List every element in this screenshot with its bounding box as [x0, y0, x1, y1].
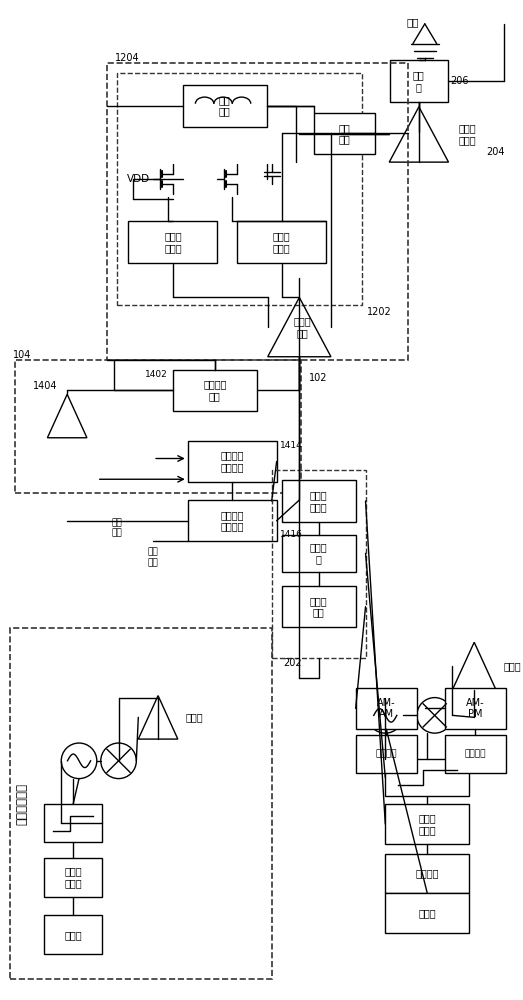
Text: 查找表
电路: 查找表 电路 [310, 596, 327, 617]
Text: 功率
电感: 功率 电感 [219, 95, 231, 117]
FancyBboxPatch shape [281, 535, 356, 572]
Text: 1416: 1416 [280, 530, 302, 539]
Text: 1414: 1414 [280, 441, 302, 450]
Text: 驱动控
制电路: 驱动控 制电路 [164, 231, 181, 253]
Text: 线性放
大器: 线性放 大器 [293, 316, 311, 338]
Text: 射频收发信机: 射频收发信机 [15, 783, 28, 825]
Text: 202: 202 [283, 658, 302, 668]
FancyBboxPatch shape [44, 804, 102, 842]
FancyBboxPatch shape [281, 586, 356, 627]
FancyBboxPatch shape [281, 480, 356, 522]
Text: 模数转
换电路: 模数转 换电路 [64, 867, 82, 888]
FancyBboxPatch shape [445, 735, 506, 773]
Text: 延迟电路: 延迟电路 [416, 868, 439, 878]
FancyBboxPatch shape [314, 113, 376, 154]
Text: 206: 206 [450, 76, 469, 86]
Text: 数模转
换电路: 数模转 换电路 [418, 813, 436, 835]
FancyBboxPatch shape [385, 759, 469, 796]
Text: 102: 102 [309, 373, 328, 383]
Text: VDD: VDD [127, 174, 150, 184]
Text: AM-
PM: AM- PM [466, 698, 484, 719]
Text: 输出
信号: 输出 信号 [111, 518, 122, 537]
Text: AM-
AM: AM- AM [377, 698, 395, 719]
Text: 104: 104 [13, 350, 31, 360]
Text: 参考
信号: 参考 信号 [148, 548, 158, 567]
Text: 第二数字
控制电路: 第二数字 控制电路 [220, 451, 244, 472]
FancyBboxPatch shape [445, 688, 506, 729]
Text: 调制器: 调制器 [64, 930, 82, 940]
FancyBboxPatch shape [356, 688, 417, 729]
FancyBboxPatch shape [188, 500, 277, 541]
FancyBboxPatch shape [237, 221, 326, 263]
Text: 1404: 1404 [32, 381, 57, 391]
FancyBboxPatch shape [44, 858, 102, 897]
Text: 增益控制
电路: 增益控制 电路 [203, 380, 226, 401]
FancyBboxPatch shape [390, 60, 448, 102]
FancyBboxPatch shape [129, 221, 218, 263]
FancyBboxPatch shape [385, 893, 469, 933]
Text: 天线: 天线 [407, 17, 419, 27]
FancyBboxPatch shape [173, 370, 257, 411]
FancyBboxPatch shape [183, 85, 267, 127]
Text: 1402: 1402 [145, 370, 168, 379]
Text: 参数调整: 参数调整 [376, 749, 397, 758]
Text: 数模转
换电路: 数模转 换电路 [310, 490, 327, 512]
Text: 204: 204 [486, 147, 505, 157]
FancyBboxPatch shape [356, 735, 417, 773]
FancyBboxPatch shape [44, 915, 102, 954]
Text: 采样比
较电路: 采样比 较电路 [273, 231, 290, 253]
Text: 发射机: 发射机 [504, 661, 521, 671]
Text: 罗姆器: 罗姆器 [418, 908, 436, 918]
Text: 1202: 1202 [367, 307, 391, 317]
Text: 发射机: 发射机 [186, 712, 203, 722]
FancyBboxPatch shape [385, 854, 469, 893]
FancyBboxPatch shape [188, 441, 277, 482]
Text: 1204: 1204 [115, 53, 139, 63]
Text: 反馈
网络: 反馈 网络 [339, 123, 350, 144]
Text: 耦合
器: 耦合 器 [413, 70, 425, 92]
Text: 参数调整: 参数调整 [464, 749, 486, 758]
Text: 延迟电
路: 延迟电 路 [310, 543, 327, 564]
FancyBboxPatch shape [385, 804, 469, 844]
Text: 信号质量
检测电路: 信号质量 检测电路 [220, 510, 244, 532]
Text: 射频功
放电路: 射频功 放电路 [458, 124, 476, 145]
